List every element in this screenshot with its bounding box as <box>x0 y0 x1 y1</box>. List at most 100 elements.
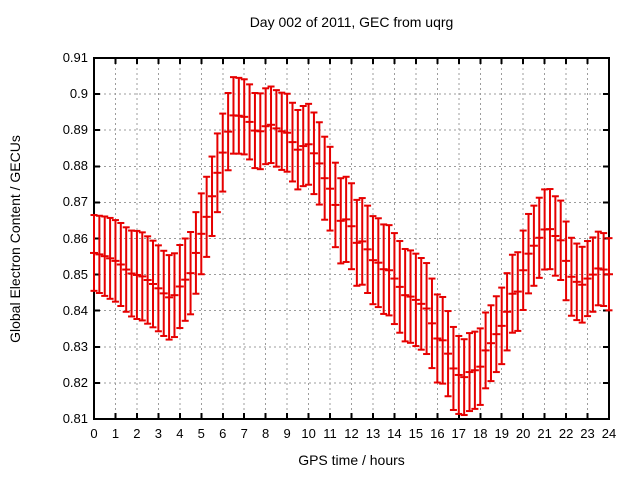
error-bar <box>197 192 206 276</box>
error-bar <box>572 242 581 322</box>
error-bar <box>470 330 479 410</box>
error-bar <box>95 214 104 295</box>
y-tick-label: 0.9 <box>69 86 88 102</box>
error-bar <box>159 249 168 337</box>
error-bar <box>224 92 233 172</box>
error-bar <box>588 236 597 313</box>
error-bar <box>336 177 345 265</box>
error-bar <box>594 230 603 307</box>
error-bar <box>181 237 190 322</box>
error-bar <box>288 101 297 183</box>
error-bar <box>143 235 152 325</box>
error-bar <box>315 121 324 206</box>
error-bar <box>106 216 115 300</box>
x-tick-label: 16 <box>430 426 445 441</box>
error-bar <box>293 108 302 191</box>
error-bar <box>116 221 125 308</box>
error-bar <box>599 232 608 308</box>
error-bar <box>427 277 436 370</box>
x-tick-label: 15 <box>408 426 424 441</box>
error-bar <box>277 91 286 171</box>
error-bar <box>368 215 377 306</box>
y-tick-label: 0.82 <box>62 374 88 390</box>
x-axis-label: GPS time / hours <box>298 452 405 468</box>
error-bar <box>342 175 351 263</box>
error-bar <box>283 92 292 173</box>
x-tick-label: 22 <box>558 426 574 441</box>
error-bar <box>213 132 222 214</box>
x-tick-label: 10 <box>301 426 316 441</box>
error-bar <box>476 327 485 406</box>
x-tick-label: 7 <box>240 426 248 441</box>
error-bar <box>492 295 501 374</box>
error-bar <box>486 304 495 383</box>
x-tick-label: 23 <box>580 426 595 441</box>
error-bar <box>363 204 372 295</box>
y-tick-label: 0.88 <box>62 158 88 174</box>
error-bar <box>390 232 399 326</box>
x-tick-label: 13 <box>365 426 381 441</box>
error-bar <box>347 182 356 271</box>
x-tick-label: 0 <box>90 426 98 441</box>
error-bar <box>309 111 318 196</box>
y-tick-label: 0.86 <box>62 230 88 246</box>
error-bar <box>326 145 335 232</box>
error-bar <box>352 198 361 287</box>
y-tick-label: 0.81 <box>62 411 88 426</box>
error-bar <box>497 286 506 366</box>
error-bar <box>465 332 474 413</box>
error-bar <box>578 245 587 324</box>
x-tick-label: 19 <box>494 426 509 441</box>
x-tick-label: 4 <box>176 426 184 441</box>
error-bar <box>218 112 227 193</box>
y-tick-label: 0.87 <box>62 194 88 210</box>
error-bar <box>503 272 512 352</box>
x-tick-label: 8 <box>262 426 270 441</box>
error-bar <box>529 204 538 287</box>
error-bar <box>567 236 576 317</box>
x-tick-label: 6 <box>219 426 227 441</box>
error-bar <box>272 89 281 168</box>
error-bar <box>460 338 469 417</box>
x-tick-label: 18 <box>473 426 488 441</box>
x-tick-label: 11 <box>323 426 337 441</box>
x-tick-label: 5 <box>197 426 205 441</box>
y-axis-label: Global Electron Content / GECUs <box>7 135 23 343</box>
error-bar <box>605 237 613 312</box>
x-tick-label: 2 <box>133 426 141 441</box>
error-bar <box>438 295 447 385</box>
error-bar <box>256 92 265 171</box>
error-bar <box>186 231 195 316</box>
x-tick-label: 14 <box>387 426 402 441</box>
y-tick-label: 0.84 <box>62 302 88 318</box>
error-bar <box>170 252 179 339</box>
error-bar <box>261 87 270 166</box>
error-bar <box>524 212 533 295</box>
error-bar <box>417 256 426 351</box>
error-bar <box>379 223 388 315</box>
error-bar <box>583 240 592 318</box>
error-bar <box>508 253 517 334</box>
error-bar <box>299 105 308 188</box>
error-bar <box>406 249 415 344</box>
y-tick-label: 0.91 <box>62 50 88 65</box>
error-bar <box>154 244 163 333</box>
x-tick-label: 1 <box>111 426 120 441</box>
error-bar <box>191 211 200 295</box>
x-tick-label: 9 <box>283 426 291 441</box>
y-tick-label: 0.83 <box>62 338 88 354</box>
error-bar <box>267 85 276 165</box>
error-bar <box>175 243 184 330</box>
x-tick-label: 3 <box>154 426 162 441</box>
error-bar <box>454 334 463 415</box>
error-bar <box>513 251 522 332</box>
error-bar <box>90 214 98 292</box>
error-bar <box>422 262 431 356</box>
error-bar <box>149 239 158 329</box>
error-bar <box>556 199 565 282</box>
error-bar <box>411 252 420 348</box>
error-bar <box>519 229 528 311</box>
x-tick-label: 17 <box>451 426 467 441</box>
